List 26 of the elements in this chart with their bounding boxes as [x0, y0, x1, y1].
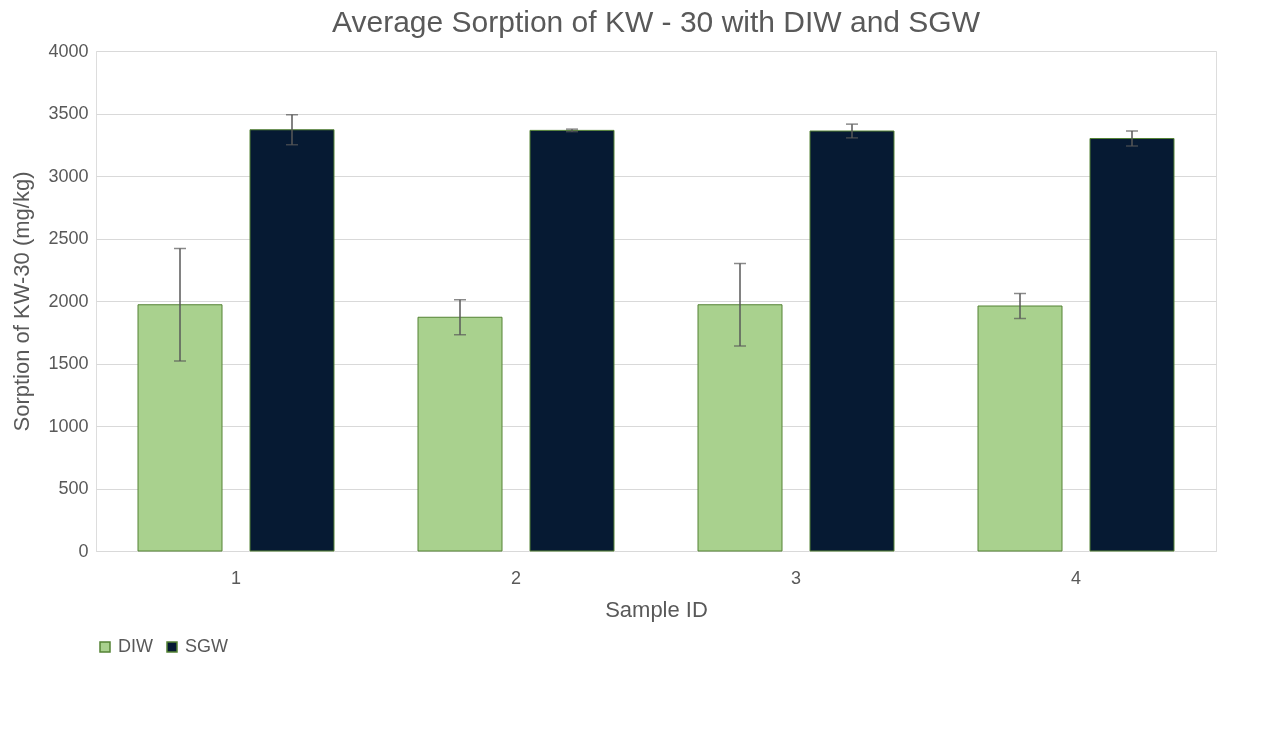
y-tick-label: 0	[78, 540, 89, 561]
bar	[529, 129, 615, 552]
bar	[977, 305, 1063, 552]
x-tick-label: 4	[1070, 567, 1082, 588]
legend-label: DIW	[118, 636, 153, 656]
x-tick-label: 3	[790, 567, 802, 588]
bar	[417, 316, 503, 552]
y-tick-label: 3000	[48, 165, 89, 186]
chart-title: Average Sorption of KW - 30 with DIW and SGW	[331, 5, 981, 38]
legend-label: SGW	[185, 636, 229, 656]
bar	[1089, 138, 1175, 552]
bar	[137, 304, 223, 552]
bar	[249, 129, 335, 552]
y-tick-label: 3500	[48, 103, 89, 123]
y-tick-label: 4000	[48, 40, 89, 61]
y-tick-label: 2500	[48, 228, 89, 248]
y-tick-label: 1000	[48, 415, 89, 436]
x-tick-label: 1	[230, 567, 242, 588]
bar	[809, 130, 895, 552]
x-tick-label: 2	[510, 567, 522, 588]
y-tick-label: 500	[58, 478, 89, 498]
y-axis-title: Sorption of KW-30 (mg/kg)	[9, 171, 35, 432]
y-tick-label: 2000	[48, 290, 89, 311]
y-tick-label: 1500	[48, 353, 89, 373]
bar	[697, 304, 783, 552]
x-axis-title: Sample ID	[605, 596, 708, 622]
